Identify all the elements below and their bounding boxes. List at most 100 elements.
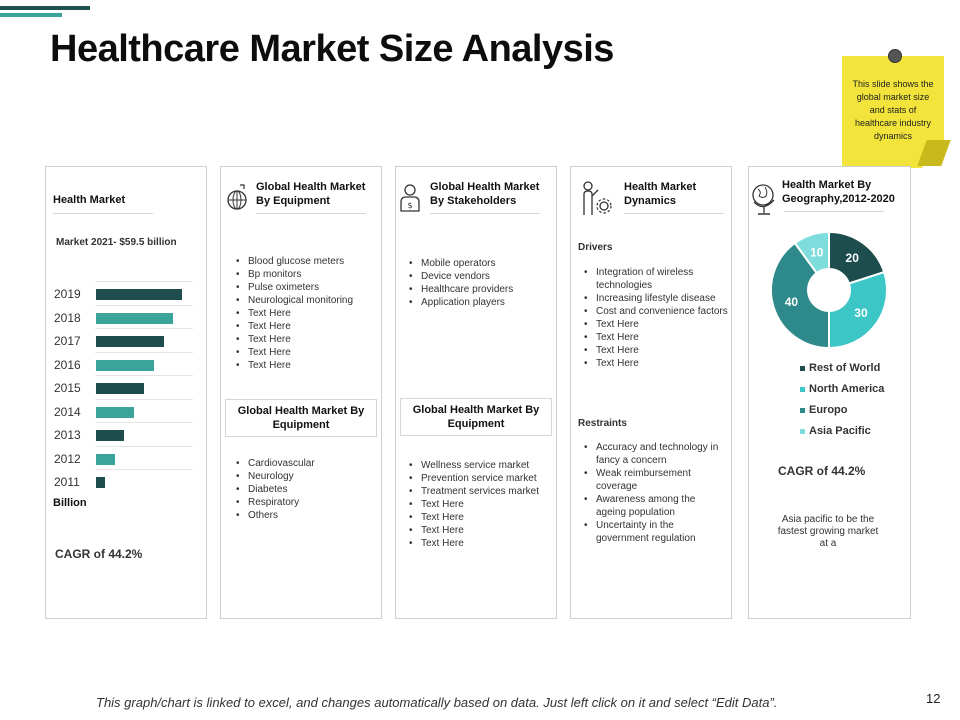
list-item: Text Here — [582, 344, 728, 357]
donut-data-label: 30 — [854, 306, 868, 320]
donut-data-label: 20 — [846, 251, 860, 265]
legend-label: Asia Pacific — [809, 425, 871, 437]
bar-chart-gridline — [95, 304, 193, 306]
accent-bar-teal — [0, 13, 62, 17]
bar-chart-tick-label: 2015 — [54, 381, 81, 395]
pin-icon — [888, 49, 902, 63]
bar-chart-tick-label: 2017 — [54, 334, 81, 348]
bar-chart-gridline — [95, 281, 193, 282]
list-item: Diabetes — [234, 483, 380, 496]
stakeholder-money-icon: $ — [400, 184, 420, 212]
globe-stand-icon — [752, 184, 775, 215]
donut-slice-north-america — [828, 270, 888, 350]
list-item: Text Here — [407, 524, 555, 537]
divider — [53, 213, 153, 214]
list-item: Others — [234, 509, 380, 522]
list-item: Text Here — [234, 307, 380, 320]
list-item: Wellness service market — [407, 459, 555, 472]
panel-stakeholders — [395, 166, 557, 619]
list-item: Uncertainty in the government regulation — [582, 519, 728, 545]
donut-legend: Rest of World North America Europo Asia Pac… — [800, 362, 900, 446]
legend-label: North America — [809, 383, 885, 395]
list-item: Cardiovascular — [234, 457, 380, 470]
stakeholders-list-2: Wellness service market Prevention servi… — [407, 459, 555, 550]
legend-swatch — [800, 407, 805, 413]
list-item: Accuracy and technology in fancy a conce… — [582, 441, 728, 467]
bar-chart-tick-label: 2014 — [54, 404, 81, 419]
legend-item: Rest of World — [800, 362, 900, 374]
sticky-note-text: This slide shows the global market size … — [852, 79, 934, 141]
restraints-list: Accuracy and technology in fancy a conce… — [582, 441, 728, 545]
bar-chart-gridline — [95, 328, 193, 329]
legend-swatch — [800, 365, 805, 371]
equipment-list: Blood glucose meters Bp monitors Pulse o… — [234, 255, 380, 372]
list-item: Weak reimbursement coverage — [582, 467, 728, 493]
bar-chart-unit-label: Billion — [53, 497, 87, 509]
panel-dynamics-title: Health Market Dynamics — [624, 181, 697, 207]
slide-title: Healthcare Market Size Analysis — [50, 28, 614, 70]
donut-slice-rest-of-world — [828, 230, 886, 285]
bar-chart-tick-label: 2012 — [54, 451, 81, 466]
list-item: Text Here — [234, 333, 380, 346]
list-item: Text Here — [234, 320, 380, 333]
list-item: Text Here — [407, 498, 555, 511]
panel-equipment — [220, 166, 382, 619]
bar-chart-gridline — [95, 351, 193, 353]
geography-cagr-label: CAGR of 44.2% — [778, 464, 866, 478]
panel-geography — [748, 166, 911, 619]
bar-2013 — [96, 430, 125, 441]
list-item: Text Here — [407, 511, 555, 524]
donut-slice-europo — [770, 241, 830, 350]
restraints-heading: Restraints — [578, 418, 627, 429]
legend-label: Europo — [809, 404, 848, 416]
bar-chart-gridline — [95, 422, 193, 423]
legend-item: North America — [800, 383, 900, 395]
panel-health-market-title: Health Market — [53, 194, 126, 206]
panel-dynamics — [570, 166, 732, 619]
list-item: Treatment services market — [407, 485, 555, 498]
divider — [784, 211, 884, 212]
list-item: Pulse oximeters — [234, 281, 380, 294]
donut-slice-asia-pacific — [793, 230, 830, 275]
list-item: Healthcare providers — [407, 283, 553, 296]
market-size-label: Market 2021- $59.5 billion — [56, 237, 177, 248]
legend-item: Asia Pacific — [800, 425, 900, 437]
legend-swatch — [800, 428, 805, 434]
list-item: Text Here — [407, 537, 555, 550]
list-item: Text Here — [234, 346, 380, 359]
svg-text:$: $ — [407, 201, 412, 210]
panel-geography-title: Health Market By Geography,2012-2020 — [782, 179, 895, 205]
stakeholders-subsection-title: Global Health Market By Equipment — [400, 398, 552, 436]
bar-chart-tick-label: 2018 — [54, 310, 81, 325]
list-item: Application players — [407, 296, 553, 309]
drivers-list: Integration of wireless technologies Inc… — [582, 266, 728, 370]
bar-2017 — [96, 336, 164, 347]
list-item: Respiratory — [234, 496, 380, 509]
list-item: Bp monitors — [234, 268, 380, 281]
list-item: Blood glucose meters — [234, 255, 380, 268]
bar-chart-gridline — [95, 398, 193, 400]
panel-stakeholders-title: Global Health Market By Stakeholders — [430, 181, 540, 207]
geography-note: Asia pacific to be the fastest growing m… — [777, 514, 879, 549]
bar-2012 — [96, 453, 115, 465]
drivers-heading: Drivers — [578, 242, 613, 253]
legend-swatch — [800, 386, 805, 392]
divider — [430, 213, 540, 214]
bar-2018 — [96, 312, 174, 324]
equipment-subsection-title: Global Health Market By Equipment — [225, 399, 377, 437]
cagr-label: CAGR of 44.2% — [55, 547, 143, 561]
list-item: Mobile operators — [407, 257, 553, 270]
list-item: Increasing lifestyle disease — [582, 292, 728, 305]
bar-chart-gridline — [95, 375, 193, 376]
legend-label: Rest of World — [809, 362, 881, 374]
bar-chart-tick-label: 2016 — [54, 357, 81, 372]
donut-chart: 20 30 40 10 — [770, 230, 888, 350]
equipment-list-2: Cardiovascular Neurology Diabetes Respir… — [234, 457, 380, 522]
list-item: Text Here — [234, 359, 380, 372]
footer-note: This graph/chart is linked to excel, and… — [96, 695, 778, 710]
page-number: 12 — [926, 691, 941, 706]
bar-2015 — [96, 383, 145, 394]
bar-2016 — [96, 359, 154, 371]
accent-bar-dark — [0, 6, 90, 10]
list-item: Awareness among the ageing population — [582, 493, 728, 519]
